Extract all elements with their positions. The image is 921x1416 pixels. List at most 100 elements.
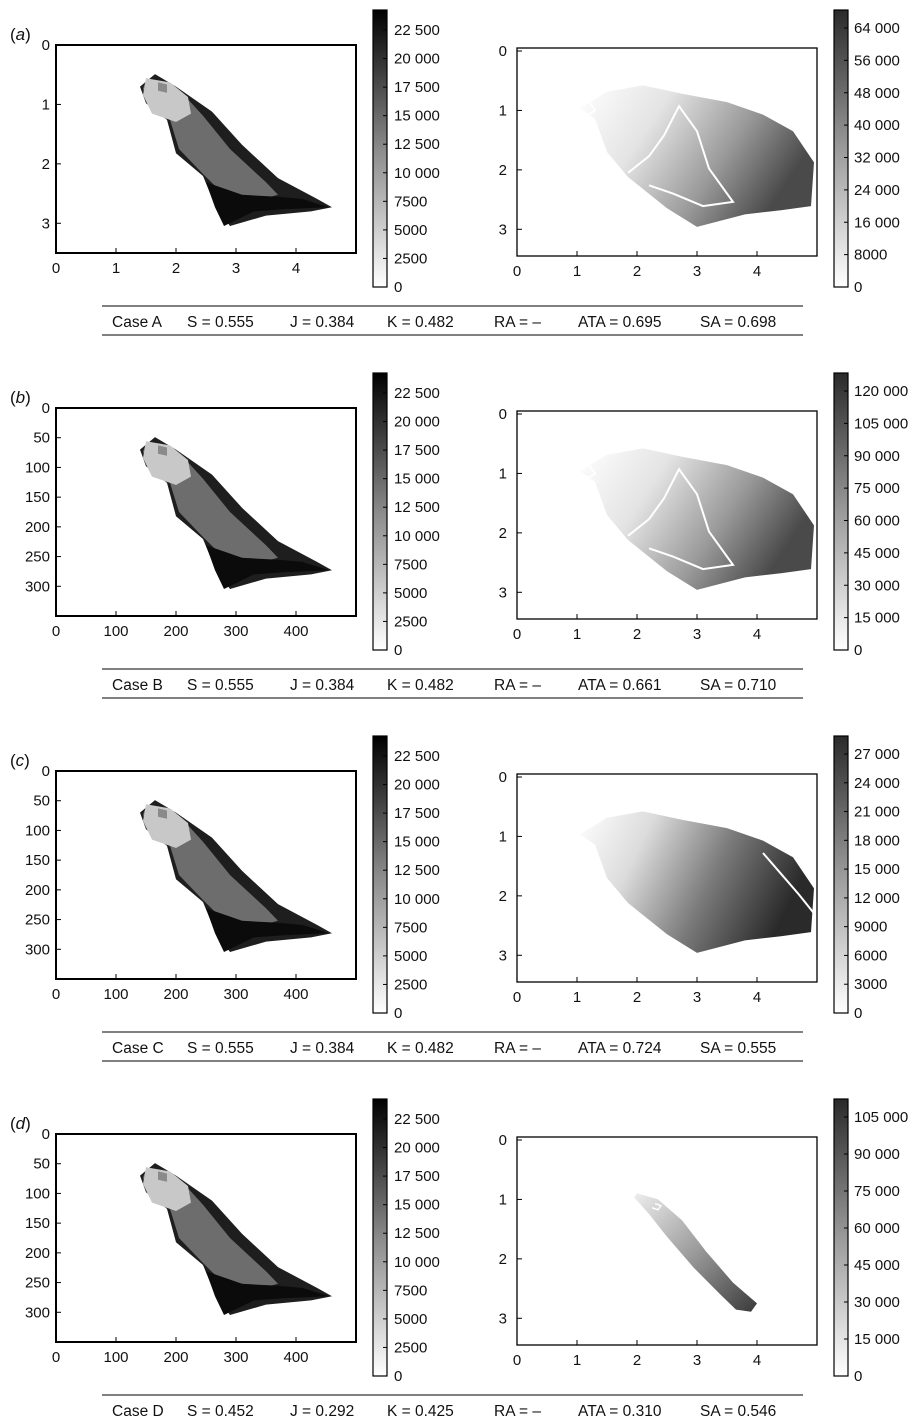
colorbar-label: 0: [394, 642, 402, 659]
colorbar-label: 0: [854, 1005, 862, 1022]
colorbar-label: 20 000: [394, 414, 440, 431]
caption-item: J = 0.384: [290, 314, 355, 331]
colorbar-label: 7500: [394, 193, 427, 210]
colorbar-label: 45 000: [854, 545, 900, 562]
y-tick-label: 300: [25, 578, 50, 595]
x-tick-label: 3: [693, 1352, 701, 1369]
y-tick-label: 50: [33, 1156, 50, 1173]
colorbar-label: 12 500: [394, 499, 440, 516]
colorbar-label: 45 000: [854, 1257, 900, 1274]
colorbar-label: 21 000: [854, 804, 900, 821]
field-domain: [580, 85, 814, 227]
colorbar-label: 90 000: [854, 1146, 900, 1163]
colorbar-label: 15 000: [854, 861, 900, 878]
colorbar-label: 0: [394, 1368, 402, 1385]
shape-black: [206, 545, 329, 589]
shape-light: [143, 804, 191, 848]
x-tick-label: 100: [103, 1349, 128, 1366]
x-tick-label: 4: [292, 260, 300, 277]
shape-light: [143, 441, 191, 485]
colorbar-label: 32 000: [854, 150, 900, 167]
x-tick-label: 0: [513, 626, 521, 643]
y-tick-label: 0: [499, 43, 507, 60]
shape-light: [143, 78, 191, 122]
caption-item: SA = 0.555: [700, 1040, 776, 1057]
caption-item: S = 0.555: [187, 677, 254, 694]
y-tick-label: 100: [25, 1185, 50, 1202]
y-tick-label: 100: [25, 822, 50, 839]
caption-item: S = 0.555: [187, 1040, 254, 1057]
x-tick-label: 2: [633, 989, 641, 1006]
y-tick-label: 2: [499, 888, 507, 905]
y-tick-label: 3: [499, 947, 507, 964]
colorbar-label: 90 000: [854, 448, 900, 465]
x-tick-label: 4: [753, 263, 761, 280]
colorbar-label: 15 000: [394, 834, 440, 851]
caption-item: ATA = 0.310: [578, 1403, 662, 1416]
x-tick-label: 3: [693, 989, 701, 1006]
colorbar-label: 30 000: [854, 577, 900, 594]
y-tick-label: 2: [499, 1251, 507, 1268]
x-tick-label: 300: [223, 986, 248, 1003]
x-tick-label: 0: [52, 986, 60, 1003]
x-tick-label: 0: [513, 263, 521, 280]
shape-pocket: [158, 808, 167, 819]
shape-pocket: [158, 82, 167, 93]
colorbar-label: 8000: [854, 247, 887, 264]
y-tick-label: 100: [25, 459, 50, 476]
x-tick-label: 2: [633, 263, 641, 280]
shape-black: [206, 908, 329, 952]
right-colorbar: [833, 1098, 849, 1377]
x-tick-label: 3: [693, 263, 701, 280]
y-tick-label: 2: [499, 525, 507, 542]
x-tick-label: 1: [112, 260, 120, 277]
y-tick-label: 1: [499, 102, 507, 119]
x-tick-label: 4: [753, 626, 761, 643]
x-tick-label: 0: [52, 260, 60, 277]
contour-line: [627, 467, 735, 571]
caption-item: S = 0.452: [187, 1403, 254, 1416]
x-tick-label: 3: [693, 626, 701, 643]
colorbar-label: 105 000: [854, 1109, 908, 1126]
x-tick-label: 3: [232, 260, 240, 277]
x-tick-label: 2: [633, 626, 641, 643]
y-tick-label: 150: [25, 1215, 50, 1232]
contour-line: [651, 1202, 663, 1211]
colorbar-label: 22 500: [394, 748, 440, 765]
y-tick-label: 3: [42, 215, 50, 232]
y-tick-label: 0: [42, 37, 50, 54]
y-tick-label: 0: [42, 1126, 50, 1143]
caption-item: K = 0.482: [387, 677, 454, 694]
panel-label: (d): [10, 1114, 31, 1133]
y-tick-label: 250: [25, 912, 50, 929]
right-colorbar: [833, 372, 849, 651]
colorbar-label: 12 500: [394, 1225, 440, 1242]
caption-item: Case A: [112, 314, 163, 331]
y-tick-label: 0: [42, 400, 50, 417]
x-tick-label: 1: [573, 263, 581, 280]
shape-black: [206, 182, 329, 226]
panel-label: (c): [10, 751, 30, 770]
right-colorbar: [833, 9, 849, 288]
colorbar-label: 9000: [854, 919, 887, 936]
colorbar-label: 0: [394, 279, 402, 296]
y-tick-label: 200: [25, 882, 50, 899]
y-tick-label: 3: [499, 1310, 507, 1327]
shape-light: [143, 1167, 191, 1211]
x-tick-label: 1: [573, 1352, 581, 1369]
y-tick-label: 2: [42, 156, 50, 173]
colorbar-label: 48 000: [854, 85, 900, 102]
shape-pocket: [158, 445, 167, 456]
colorbar-label: 15 000: [854, 610, 900, 627]
caption-item: RA = –: [494, 1040, 541, 1057]
colorbar-label: 0: [394, 1005, 402, 1022]
right-plot-frame: [516, 1136, 818, 1346]
x-tick-label: 1: [573, 989, 581, 1006]
x-tick-label: 200: [163, 623, 188, 640]
colorbar-label: 20 000: [394, 777, 440, 794]
colorbar-label: 17 500: [394, 442, 440, 459]
colorbar-label: 60 000: [854, 1220, 900, 1237]
colorbar-label: 10 000: [394, 891, 440, 908]
colorbar-label: 15 000: [394, 108, 440, 125]
